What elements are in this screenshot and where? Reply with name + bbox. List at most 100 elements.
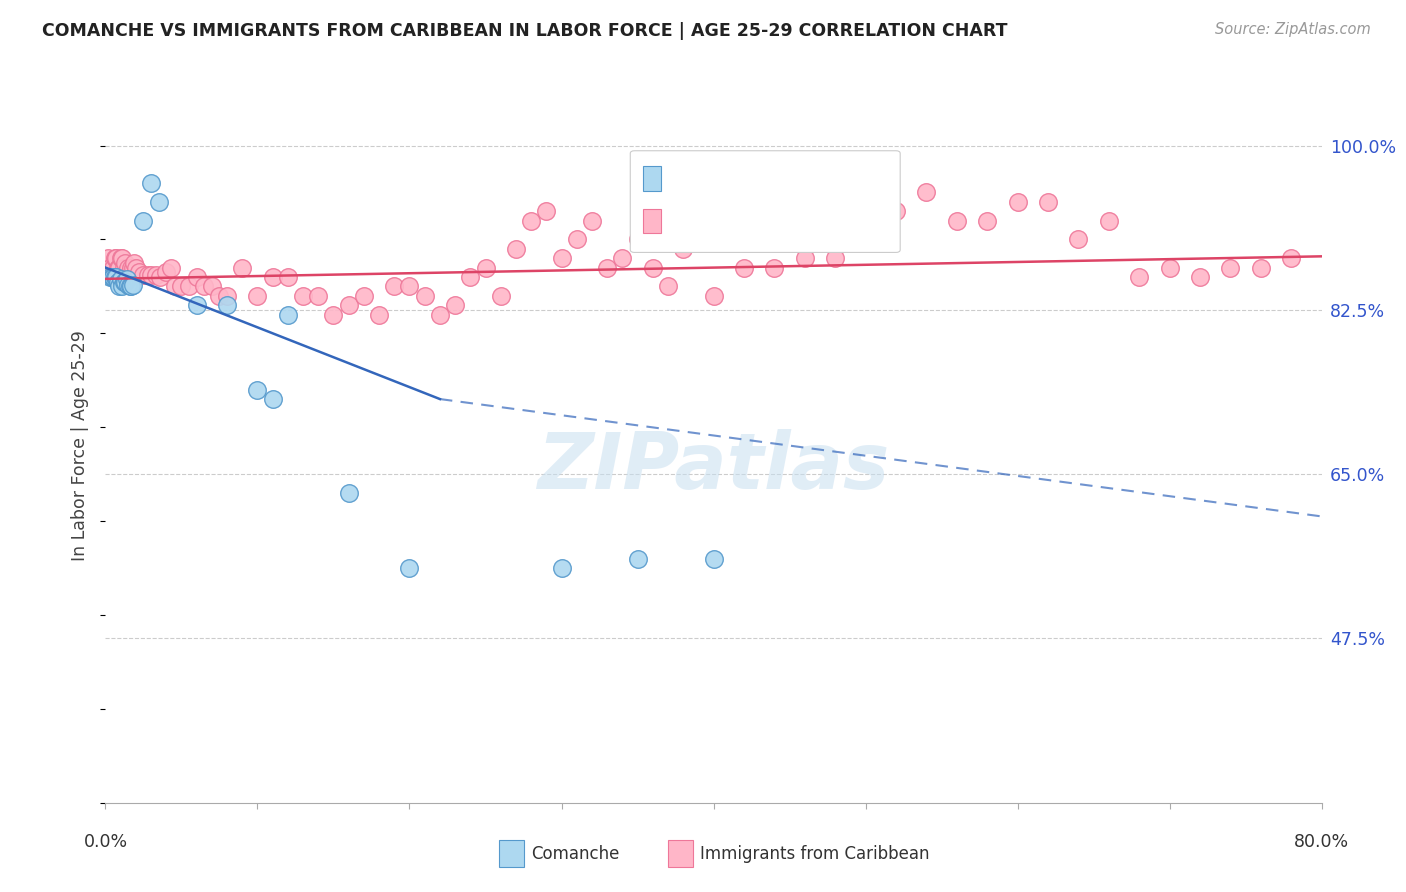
Point [103, 251, 125, 265]
Point [474, 260, 496, 275]
Point [1219, 260, 1241, 275]
Point [565, 232, 588, 246]
Point [1067, 232, 1090, 246]
Point [398, 561, 420, 575]
Point [107, 275, 129, 289]
Point [112, 260, 135, 275]
Point [733, 260, 755, 275]
Point [217, 298, 239, 312]
Point [98, 260, 121, 275]
Point [98, 270, 121, 285]
Point [292, 289, 315, 303]
Point [489, 289, 512, 303]
Text: R =: R = [668, 169, 704, 187]
Point [976, 213, 998, 227]
Point [125, 260, 148, 275]
Point [111, 251, 134, 265]
Point [277, 270, 299, 285]
Point [97, 251, 120, 265]
Point [702, 289, 725, 303]
Point [322, 308, 344, 322]
Point [145, 268, 167, 282]
Point [550, 561, 572, 575]
Point [110, 251, 132, 265]
Text: 80.0%: 80.0% [1294, 833, 1350, 851]
Text: N =: N = [768, 169, 806, 187]
Point [114, 256, 136, 270]
Point [121, 260, 143, 275]
Point [884, 204, 907, 219]
Text: N =: N = [768, 212, 806, 230]
Point [824, 251, 846, 265]
Text: Comanche: Comanche [531, 845, 620, 863]
Point [100, 270, 122, 285]
Point [1159, 260, 1181, 275]
Point [201, 279, 224, 293]
Point [118, 265, 141, 279]
Point [186, 270, 208, 285]
Point [1128, 270, 1150, 285]
Point [626, 551, 648, 566]
Point [128, 265, 150, 279]
Point [702, 551, 725, 566]
Text: 0.0%: 0.0% [83, 833, 128, 851]
Point [132, 268, 155, 282]
Point [353, 289, 375, 303]
Point [117, 277, 139, 292]
Point [112, 275, 135, 289]
Text: Immigrants from Caribbean: Immigrants from Caribbean [700, 845, 929, 863]
Point [121, 277, 143, 292]
Point [105, 270, 128, 285]
Point [124, 256, 146, 270]
Text: 0.071: 0.071 [707, 212, 765, 230]
Point [581, 213, 603, 227]
Point [107, 260, 129, 275]
Point [307, 289, 329, 303]
Point [672, 242, 695, 256]
Point [550, 251, 572, 265]
Point [117, 260, 139, 275]
Point [915, 186, 938, 200]
Point [139, 176, 162, 190]
Text: COMANCHE VS IMMIGRANTS FROM CARIBBEAN IN LABOR FORCE | AGE 25-29 CORRELATION CHA: COMANCHE VS IMMIGRANTS FROM CARIBBEAN IN… [42, 22, 1008, 40]
Point [262, 270, 284, 285]
Point [398, 279, 420, 293]
Point [149, 270, 172, 285]
Point [536, 204, 558, 219]
Point [641, 260, 664, 275]
Point [111, 279, 134, 293]
Point [612, 251, 634, 265]
Point [148, 194, 170, 209]
Point [1098, 213, 1121, 227]
Point [139, 268, 162, 282]
Point [246, 383, 269, 397]
Point [1036, 194, 1059, 209]
Text: 147: 147 [803, 212, 841, 230]
Point [1007, 194, 1029, 209]
Text: ZIPatlas: ZIPatlas [537, 429, 890, 506]
Point [337, 486, 360, 500]
Point [657, 279, 679, 293]
Point [368, 308, 391, 322]
Point [208, 289, 231, 303]
Point [170, 279, 193, 293]
Point [1279, 251, 1302, 265]
Point [763, 260, 786, 275]
Point [105, 251, 128, 265]
Point [110, 272, 132, 286]
Point [193, 279, 215, 293]
Text: R =: R = [668, 212, 704, 230]
Point [231, 260, 253, 275]
Point [165, 279, 187, 293]
Point [413, 289, 436, 303]
Point [115, 272, 138, 286]
Point [101, 260, 124, 275]
Point [159, 260, 181, 275]
Point [246, 289, 269, 303]
Point [217, 289, 239, 303]
Point [177, 279, 200, 293]
Point [1250, 260, 1272, 275]
Point [108, 279, 131, 293]
Point [520, 213, 543, 227]
Point [114, 275, 136, 289]
